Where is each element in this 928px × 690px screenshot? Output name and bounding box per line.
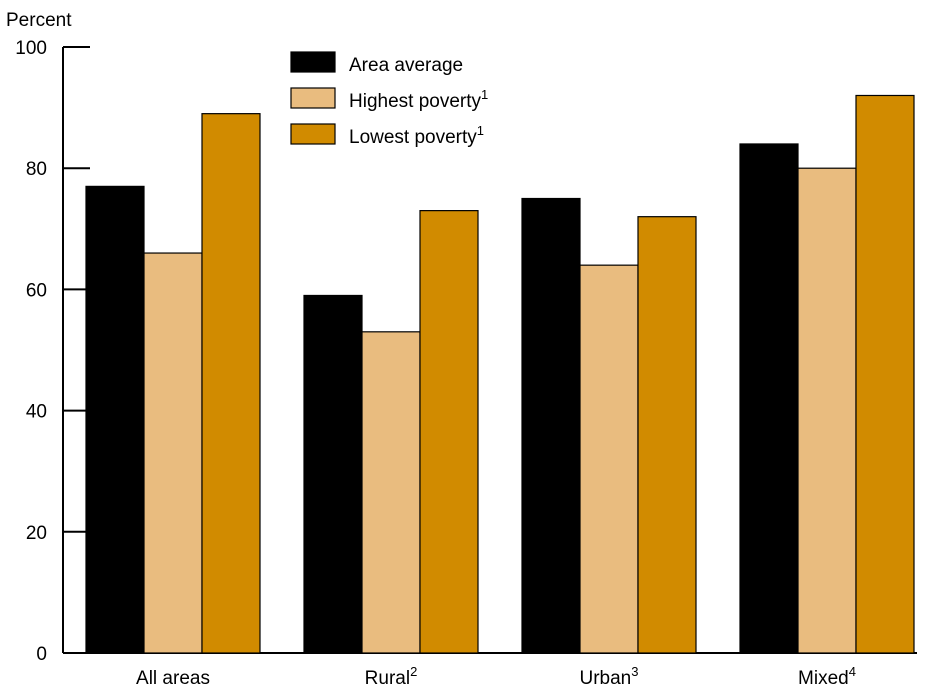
y-tick-label: 20: [26, 523, 47, 544]
bars: [85, 94, 915, 654]
y-axis-ticks: 0 20 40 60 80 100: [15, 38, 90, 665]
y-tick-label: 80: [26, 159, 47, 180]
x-category-label: Rural2: [365, 664, 418, 689]
legend-label: Lowest poverty1: [349, 123, 484, 148]
legend: Area average Highest poverty1 Lowest pover…: [290, 51, 488, 148]
bar: [201, 113, 261, 654]
x-category-label: Mixed4: [798, 664, 856, 689]
bar: [85, 185, 145, 654]
bar: [521, 197, 581, 654]
y-tick-label: 40: [26, 402, 47, 423]
legend-swatch: [290, 87, 336, 109]
bar: [739, 143, 799, 654]
x-category-label: Urban3: [580, 664, 639, 689]
y-axis-title: Percent: [6, 10, 72, 31]
x-category-label: All areas: [136, 668, 210, 689]
bar: [143, 252, 203, 654]
legend-label: Area average: [349, 55, 463, 76]
bar: [419, 210, 479, 654]
bar: [303, 294, 363, 654]
legend-swatch: [290, 51, 336, 73]
legend-label: Highest poverty1: [349, 87, 488, 112]
bar: [797, 167, 857, 654]
bar: [579, 264, 639, 654]
bar: [637, 216, 697, 654]
y-tick-label: 60: [26, 280, 47, 301]
y-tick-label: 0: [36, 644, 47, 665]
y-tick-label: 100: [15, 38, 47, 59]
legend-swatch: [290, 123, 336, 145]
bar: [855, 94, 915, 654]
x-axis-labels: All areas Rural2 Urban3 Mixed4: [136, 664, 856, 689]
bar: [361, 331, 421, 654]
